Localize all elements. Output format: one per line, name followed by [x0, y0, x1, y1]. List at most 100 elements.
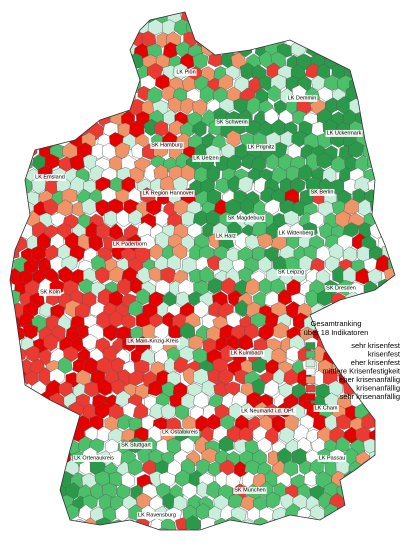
district [58, 86, 74, 104]
district [387, 212, 395, 229]
district [402, 234, 411, 250]
district [42, 18, 59, 34]
legend-label: eher krisenanfällig [339, 375, 400, 384]
district [404, 55, 411, 71]
district [286, 12, 302, 23]
legend-swatch [305, 342, 316, 350]
district-label: SK Magdeburg [228, 215, 265, 221]
district [10, 12, 22, 15]
district [374, 189, 389, 205]
label-box [277, 229, 315, 237]
district [398, 222, 411, 239]
district [271, 234, 287, 251]
district [368, 494, 384, 511]
district [309, 527, 326, 530]
district [0, 449, 6, 464]
legend-swatch [305, 393, 316, 401]
label-box [313, 404, 339, 412]
district [280, 12, 294, 15]
district-labels: LK Plön LK Demmin SK Schwerin LK Uckermark S… [34, 68, 363, 519]
district [31, 493, 47, 510]
district [10, 75, 16, 92]
district [10, 12, 16, 26]
district [382, 12, 395, 16]
district [31, 41, 48, 59]
district [324, 28, 341, 47]
district [251, 357, 268, 374]
district [116, 75, 132, 93]
district [12, 28, 27, 45]
district [110, 85, 126, 104]
district [386, 437, 395, 454]
district [382, 222, 395, 240]
district [10, 31, 14, 48]
label-box [233, 486, 267, 494]
district [161, 12, 176, 15]
district [173, 356, 188, 374]
district [394, 199, 395, 216]
district [245, 12, 261, 22]
district [374, 54, 391, 71]
district [402, 258, 411, 274]
district [263, 379, 279, 397]
district [94, 41, 110, 57]
district [402, 213, 411, 229]
legend-swatch [305, 350, 316, 359]
label-box [141, 189, 195, 197]
district [253, 18, 270, 35]
district [395, 67, 410, 83]
district [77, 12, 93, 27]
district [96, 88, 113, 106]
district [368, 110, 384, 126]
district [400, 123, 411, 140]
district [25, 412, 42, 432]
district [227, 12, 243, 14]
district [28, 64, 45, 81]
district-label: SK Leipzig [278, 269, 304, 275]
district [31, 403, 47, 419]
district [101, 142, 117, 160]
district [382, 290, 395, 309]
district [0, 357, 6, 374]
district [276, 19, 292, 36]
district [376, 480, 392, 498]
district [124, 18, 139, 35]
district [26, 76, 41, 94]
district [39, 12, 55, 24]
district [10, 347, 14, 365]
district [392, 473, 395, 492]
district-label: LK Ostalbkreis [162, 429, 198, 435]
district [10, 505, 16, 522]
district [147, 12, 164, 13]
district [375, 300, 390, 319]
district [299, 12, 316, 26]
district [19, 110, 36, 129]
district [397, 314, 411, 331]
district [146, 199, 162, 216]
district [0, 21, 9, 37]
district-label: LK Uckermark [327, 130, 362, 136]
district [10, 97, 26, 116]
district [84, 20, 99, 38]
district [10, 494, 21, 513]
district [24, 458, 39, 477]
district [220, 528, 236, 530]
district [24, 142, 38, 159]
district [128, 527, 144, 530]
label-box [276, 268, 306, 276]
district [325, 255, 340, 273]
district [297, 29, 313, 47]
district [185, 515, 201, 530]
district [10, 480, 14, 500]
district [53, 417, 68, 434]
district [71, 20, 87, 37]
legend-title: über 18 Indikatoren [304, 328, 369, 337]
district [10, 88, 20, 104]
district [24, 120, 40, 138]
district [10, 212, 13, 231]
district [271, 347, 287, 364]
district [13, 76, 29, 94]
label-box [175, 68, 197, 76]
district [121, 63, 138, 82]
district [396, 271, 411, 286]
